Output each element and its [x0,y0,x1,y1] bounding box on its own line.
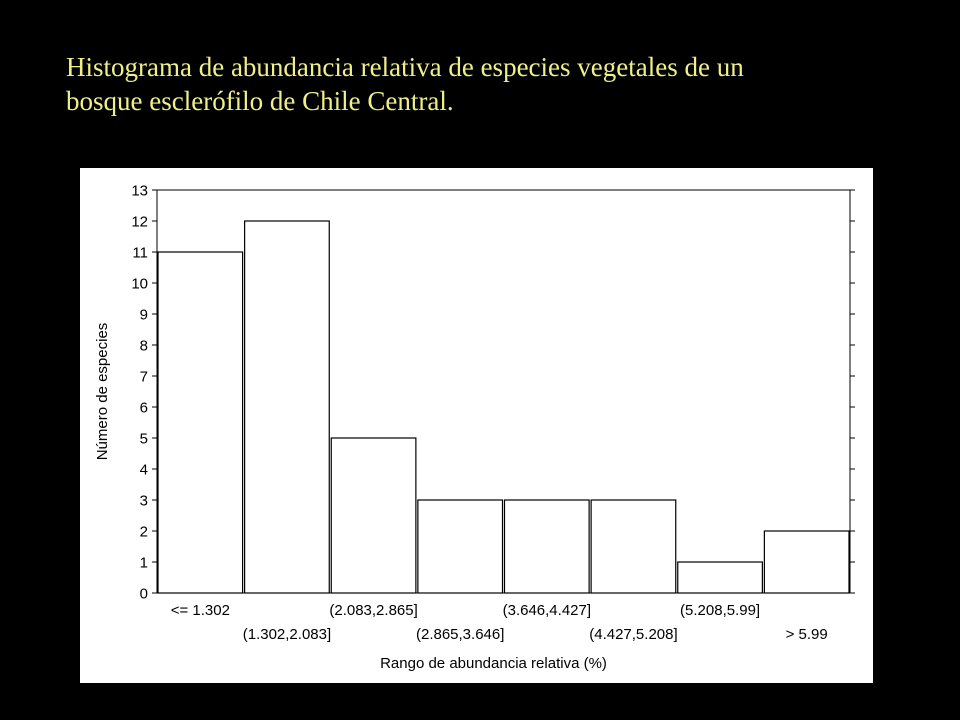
y-tick-label: 11 [132,245,148,262]
y-tick-label: 10 [131,276,148,293]
x-tick-label: <= 1.302 [171,602,230,619]
y-tick-label: 5 [140,431,148,448]
x-axis: <= 1.302 (1.302,2.083] (2.083,2.865] (2.865… [171,602,828,643]
plot-frame [156,189,851,594]
histogram-bar [763,530,850,594]
histogram-bar [244,220,330,594]
histogram-bar [677,561,763,594]
x-tick-label: (2.865,3.646] [416,626,504,643]
y-tick-label: 2 [140,524,148,541]
y-tick-label: 6 [140,400,148,417]
y-tick-label: 9 [140,307,148,324]
y-tick-label: 1 [140,555,148,572]
slide-title: Histograma de abundancia relativa de esp… [66,50,886,119]
y-tick-label: 8 [140,338,148,355]
histogram-bar [590,499,677,594]
chart-panel: 0 1 2 3 4 5 6 7 8 9 10 11 12 13 <= 1.302 (1.302,2.083]… [80,168,873,683]
y-tick-label: 13 [131,183,148,200]
y-tick-label: 4 [140,462,148,479]
y-tick-label: 7 [140,369,148,386]
x-tick-label: (3.646,4.427] [503,602,591,619]
x-axis-label: Rango de abundancia relativa (%) [380,655,607,672]
bars-layer [157,220,850,594]
x-tick-label: (4.427,5.208] [589,626,677,643]
x-tick-label: (5.208,5.99] [680,602,760,619]
y-tick-label: 12 [131,214,148,231]
slide-title-line-2: bosque esclerófilo de Chile Central. [66,86,454,117]
x-tick-label: (2.083,2.865] [329,602,417,619]
y-axis-label: Número de especies [94,323,111,461]
y-tick-label: 0 [140,586,148,603]
x-tick-label: > 5.99 [786,626,828,643]
slide-title-line-1: Histograma de abundancia relativa de esp… [66,52,744,82]
histogram-bar [330,437,417,594]
y-tick-label: 3 [140,493,148,510]
histogram-bar [417,499,504,594]
x-tick-label: (1.302,2.083] [243,626,331,643]
histogram-bar [157,251,244,594]
histogram-bar [503,499,590,594]
